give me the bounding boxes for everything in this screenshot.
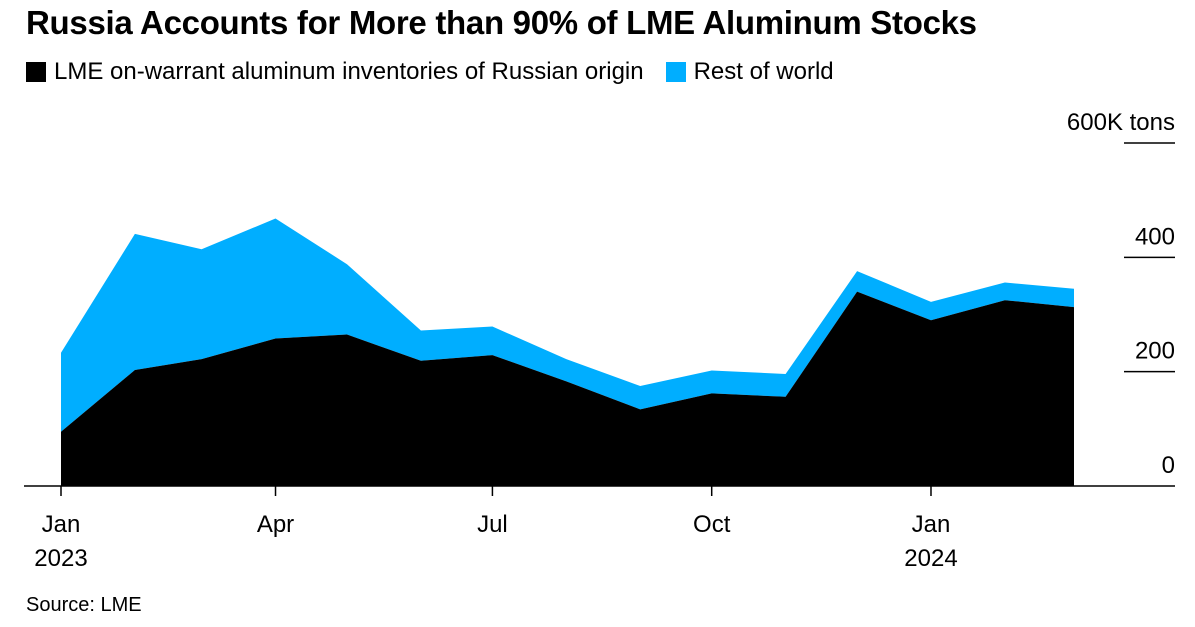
x-tick-year-label: 2023 (34, 545, 87, 572)
legend-label-russia: LME on-warrant aluminum inventories of R… (54, 58, 644, 85)
x-tick-label: Jan (912, 511, 951, 538)
area-rest-of-world (61, 218, 1074, 432)
y-tick-label: 200 (1135, 338, 1175, 365)
legend-item-rest: Rest of world (665, 58, 834, 86)
y-tick-label: 0 (1162, 452, 1175, 479)
x-tick-label: Oct (693, 511, 731, 538)
x-tick-year-label: 2024 (904, 545, 957, 572)
legend-item-russia: LME on-warrant aluminum inventories of R… (26, 58, 644, 86)
source-note: Source: LME (26, 594, 142, 616)
x-tick-label: Apr (257, 511, 294, 538)
legend-swatch-rest (665, 62, 686, 82)
x-tick-label: Jul (477, 511, 508, 538)
legend: LME on-warrant aluminum inventories of R… (26, 58, 856, 86)
y-tick-label: 400 (1135, 223, 1175, 250)
legend-swatch-russia (26, 62, 46, 82)
area-russian-origin (61, 291, 1074, 486)
x-tick-label: Jan (42, 511, 81, 538)
legend-label-rest: Rest of world (693, 58, 834, 85)
chart-title: Russia Accounts for More than 90% of LME… (26, 4, 977, 41)
y-tick-label: 600K tons (1067, 109, 1175, 136)
